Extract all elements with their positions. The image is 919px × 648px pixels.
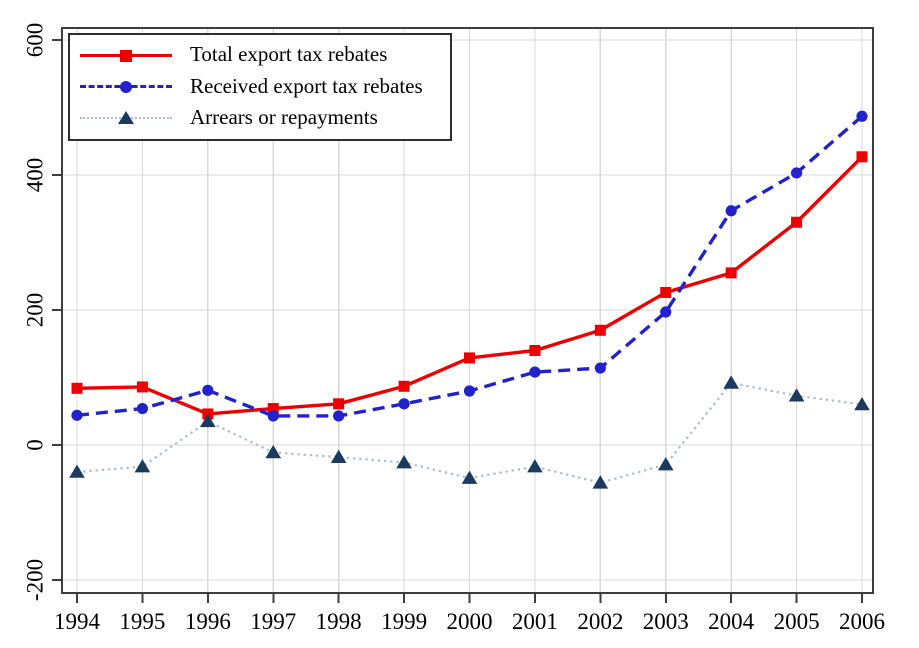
marker-square bbox=[791, 216, 803, 228]
marker-square bbox=[71, 382, 83, 394]
marker-triangle bbox=[265, 444, 282, 459]
marker-triangle bbox=[592, 475, 609, 489]
marker-square bbox=[529, 345, 541, 356]
marker-circle bbox=[463, 385, 476, 397]
marker-circle bbox=[398, 398, 410, 410]
marker-circle bbox=[856, 110, 868, 122]
marker-square bbox=[660, 286, 672, 298]
y-axis-labels: -200 0 200 400 600 bbox=[23, 23, 48, 601]
series-received-export-tax-rebates bbox=[71, 110, 868, 422]
x-tick-label-1994: 1994 bbox=[54, 609, 101, 634]
marker-circle bbox=[725, 205, 737, 217]
marker-circle bbox=[660, 306, 672, 318]
legend-item-received: Received export tax rebates bbox=[80, 72, 450, 102]
marker-circle bbox=[333, 410, 345, 422]
marker-triangle bbox=[396, 455, 412, 469]
marker-square bbox=[594, 324, 606, 336]
y-tick-label-0: 0 bbox=[23, 439, 48, 451]
legend-label-arrears: Arrears or repayments bbox=[190, 105, 378, 129]
marker-triangle bbox=[657, 457, 674, 471]
marker-square bbox=[267, 403, 279, 415]
x-tick-label-1997: 1997 bbox=[250, 609, 296, 634]
y-tick-label--200: -200 bbox=[23, 559, 48, 601]
x-tick-label-1999: 1999 bbox=[381, 609, 427, 634]
marker-square bbox=[856, 151, 868, 163]
y-axis-ticks bbox=[52, 39, 62, 581]
x-axis-labels: 1994 1995 1996 1997 1998 1999 2000 2001 2002 2003… bbox=[54, 609, 885, 634]
marker-circle bbox=[594, 362, 606, 374]
marker-circle bbox=[71, 409, 83, 421]
x-tick-label-1995: 1995 bbox=[119, 609, 165, 634]
x-tick-label-2005: 2005 bbox=[774, 609, 820, 634]
triangle-marker-icon bbox=[118, 110, 134, 124]
x-tick-label-2000: 2000 bbox=[447, 609, 493, 634]
marker-triangle bbox=[854, 397, 870, 411]
marker-triangle bbox=[330, 449, 347, 463]
marker-triangle bbox=[723, 375, 739, 389]
marker-triangle bbox=[527, 459, 543, 473]
marker-square bbox=[136, 381, 148, 393]
marker-circle bbox=[136, 402, 149, 415]
x-tick-label-2004: 2004 bbox=[708, 609, 755, 634]
x-axis-ticks bbox=[76, 593, 863, 603]
marker-triangle bbox=[200, 413, 216, 428]
x-tick-label-2006: 2006 bbox=[839, 609, 885, 634]
legend-sample-total bbox=[80, 45, 172, 67]
square-marker-icon bbox=[120, 49, 132, 62]
marker-circle bbox=[267, 410, 279, 422]
legend-label-total: Total export tax rebates bbox=[190, 42, 388, 66]
marker-circle bbox=[529, 366, 541, 378]
y-tick-label-200: 200 bbox=[23, 293, 48, 328]
marker-square bbox=[333, 398, 345, 410]
x-tick-label-1998: 1998 bbox=[316, 609, 362, 634]
legend-item-total: Total export tax rebates bbox=[80, 41, 450, 71]
y-tick-label-400: 400 bbox=[23, 158, 48, 193]
marker-circle bbox=[202, 384, 214, 396]
marker-square bbox=[398, 380, 410, 392]
legend-sample-arrears bbox=[80, 108, 172, 130]
x-tick-label-1996: 1996 bbox=[185, 609, 231, 634]
y-tick-label-600: 600 bbox=[23, 23, 48, 58]
marker-triangle bbox=[134, 459, 151, 473]
marker-square bbox=[725, 267, 737, 279]
legend-label-received: Received export tax rebates bbox=[190, 73, 423, 98]
legend: Total export tax rebates Received export… bbox=[68, 33, 452, 141]
legend-sample-received bbox=[80, 76, 172, 98]
marker-square bbox=[464, 352, 475, 364]
marker-triangle bbox=[461, 470, 478, 484]
marker-circle bbox=[790, 167, 803, 179]
x-tick-label-2003: 2003 bbox=[643, 609, 689, 634]
marker-triangle bbox=[788, 388, 805, 402]
circle-marker-icon bbox=[120, 81, 132, 93]
x-tick-label-2001: 2001 bbox=[512, 609, 558, 634]
legend-item-arrears: Arrears or repayments bbox=[80, 104, 450, 134]
marker-triangle bbox=[69, 464, 85, 478]
x-tick-label-2002: 2002 bbox=[577, 609, 623, 634]
series-arrears-or-repayments bbox=[69, 375, 870, 489]
